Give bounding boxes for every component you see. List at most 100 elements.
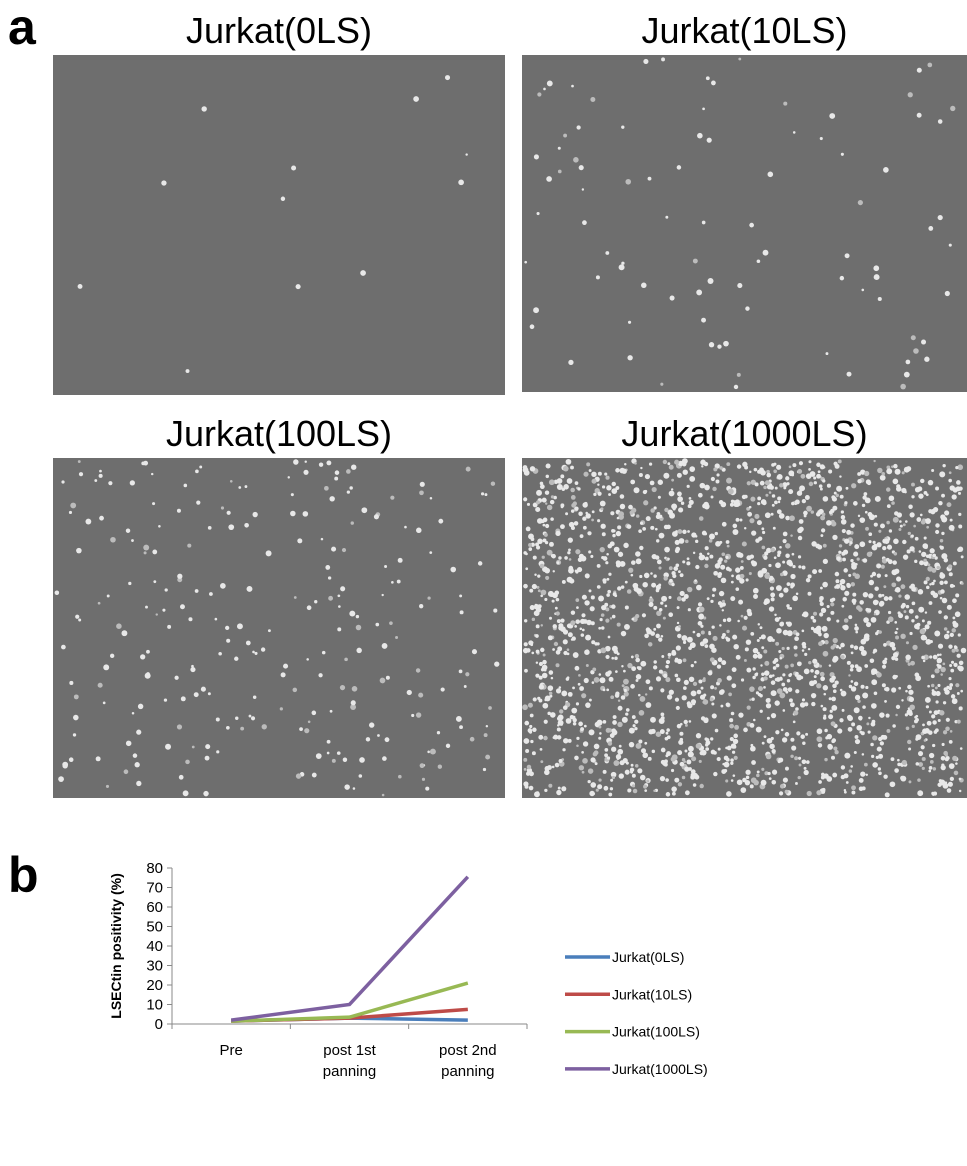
cell (79, 472, 83, 476)
cell (571, 638, 573, 640)
cell (598, 725, 601, 728)
cell (578, 511, 582, 515)
cell (464, 685, 467, 688)
cell (646, 516, 651, 521)
cell (660, 601, 663, 604)
cell (824, 640, 828, 644)
cell (591, 519, 594, 522)
cell (725, 779, 728, 782)
cell (802, 630, 805, 633)
cell (802, 741, 805, 744)
cell (534, 610, 540, 616)
cell (327, 752, 330, 755)
cell (889, 642, 895, 648)
cell (221, 506, 224, 509)
cell (547, 81, 553, 87)
cell (553, 570, 555, 572)
cell (612, 720, 617, 725)
cell (674, 659, 678, 663)
cell (559, 759, 563, 763)
cell (73, 715, 79, 721)
cell (911, 483, 915, 487)
cell (571, 85, 574, 88)
cell (785, 553, 790, 558)
cell (937, 660, 940, 663)
cell (886, 487, 890, 491)
cell (734, 385, 738, 389)
cell (677, 165, 682, 170)
cell (544, 533, 548, 537)
cell (665, 737, 669, 741)
cell (604, 753, 608, 757)
cell (883, 774, 887, 778)
cell (659, 515, 663, 519)
cell (793, 131, 796, 134)
cell (377, 734, 380, 737)
cell (723, 619, 726, 622)
cell (568, 566, 573, 571)
cell (775, 562, 781, 568)
cell (703, 718, 708, 723)
cell (622, 684, 625, 687)
cell (707, 552, 710, 555)
cell (731, 683, 736, 688)
cell (579, 765, 584, 770)
cell (593, 793, 595, 795)
cell (840, 495, 844, 499)
cell (732, 751, 735, 754)
cell (549, 479, 555, 485)
cell (809, 482, 814, 487)
cell (747, 668, 750, 671)
cell (671, 479, 674, 482)
cell (896, 577, 901, 582)
cell (924, 728, 929, 733)
cell (861, 685, 865, 689)
cell (750, 746, 756, 752)
cell (564, 556, 568, 560)
cell (680, 723, 683, 726)
cell (714, 687, 717, 690)
cell (927, 721, 932, 726)
cell (959, 487, 963, 491)
cell (951, 628, 955, 632)
cell (682, 530, 686, 534)
cell (854, 707, 860, 713)
cell (416, 668, 420, 672)
cell (771, 690, 777, 696)
cell (724, 559, 727, 562)
cell (823, 496, 829, 502)
cell (958, 492, 961, 495)
cell (558, 147, 561, 150)
cell (98, 683, 103, 688)
cell (876, 542, 881, 547)
cell (570, 466, 574, 470)
cell (955, 466, 958, 469)
cell (684, 720, 688, 724)
cell (878, 297, 882, 301)
cell (578, 683, 581, 686)
cell (653, 574, 656, 577)
cell (768, 172, 774, 178)
cell (822, 582, 828, 588)
cell (530, 714, 534, 718)
cell (875, 632, 878, 635)
cell (823, 714, 826, 717)
cell (584, 600, 589, 605)
cell (796, 632, 800, 636)
cell (390, 496, 394, 500)
cell (658, 566, 661, 569)
cell (768, 564, 771, 567)
cell (733, 739, 738, 744)
cell (679, 732, 683, 736)
cell (800, 702, 805, 707)
cell (670, 296, 675, 301)
cell (900, 776, 906, 782)
cell (801, 474, 806, 479)
cell (682, 776, 686, 780)
cell (787, 621, 792, 626)
cell (850, 664, 854, 668)
cell (819, 599, 822, 602)
cell (672, 754, 678, 760)
cell (583, 526, 587, 530)
cell (730, 762, 733, 765)
